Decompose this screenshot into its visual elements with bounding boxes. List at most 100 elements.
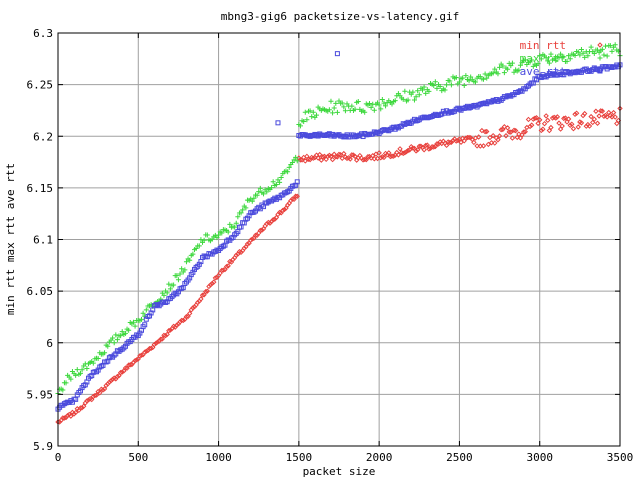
data-point [405,97,411,103]
data-point [419,87,425,93]
data-point [443,142,450,149]
data-point [347,156,353,162]
data-point [411,97,417,103]
legend-label: min rtt [520,39,566,52]
x-tick-label: 2000 [366,451,393,464]
data-point [301,119,307,125]
data-point [487,134,493,141]
data-point [333,100,339,106]
data-point [119,329,125,335]
data-point [285,169,291,175]
data-point [330,110,336,116]
data-point [413,94,419,100]
data-point [225,263,231,269]
data-point [77,405,84,411]
data-point [546,60,552,66]
data-point [328,98,334,104]
data-point [119,369,125,375]
legend-marker [597,42,603,48]
data-point [201,292,207,298]
data-point [148,345,154,352]
y-tick-label: 6.1 [33,234,53,247]
data-point [183,313,190,320]
data-point [143,348,150,354]
y-tick-label: 5.9 [33,440,53,453]
data-point [161,292,167,298]
data-point [573,110,580,116]
data-point [570,125,577,132]
data-point [275,177,281,183]
data-point [162,332,169,339]
data-point [179,266,185,272]
data-point [535,61,541,67]
data-point [254,192,260,198]
data-point [497,64,503,70]
data-point [423,142,429,149]
data-point [416,143,422,150]
data-point [61,415,68,421]
data-point [498,127,504,133]
data-point [588,113,594,120]
data-point [240,207,246,213]
data-point [164,290,170,296]
data-point [509,60,515,66]
data-point [585,53,591,59]
data-point [281,206,288,213]
data-point [297,123,303,129]
data-point [138,316,144,322]
data-point [400,96,406,102]
data-point [607,43,613,49]
data-point [527,123,533,130]
data-point [286,164,292,170]
data-point [143,307,149,313]
data-point [187,257,193,263]
data-point [540,126,546,132]
y-tick-label: 6.2 [33,130,53,143]
data-point [506,129,512,135]
data-point [333,154,339,160]
data-point [238,249,244,255]
data-point [406,147,413,153]
data-point [593,108,599,114]
data-point [561,54,567,60]
data-point [578,46,584,52]
data-point [553,115,559,121]
data-point [495,137,501,143]
data-point [174,273,180,279]
data-point [558,51,564,57]
data-point [596,113,602,119]
data-point [193,245,199,251]
data-point [132,357,138,364]
data-point [525,116,532,123]
data-point [504,125,511,131]
data-point [97,390,103,396]
data-point [379,96,385,102]
data-point [397,146,403,152]
data-point [392,98,398,104]
data-point [117,369,124,376]
data-point [132,323,138,329]
data-point [516,67,522,73]
data-point [60,387,66,393]
data-point [339,100,345,106]
data-point [402,88,408,94]
data-point [403,148,410,155]
data-point [371,107,377,113]
data-point [267,220,273,226]
data-point [151,341,158,348]
data-point [423,90,429,96]
x-tick-label: 1000 [205,451,232,464]
data-point [252,232,259,239]
data-point [512,127,519,134]
data-point [567,122,573,129]
data-point [442,87,448,93]
y-tick-label: 6 [46,337,53,350]
data-point [490,132,496,139]
data-point [196,243,202,249]
data-point [492,140,498,146]
data-point [206,283,212,290]
data-point [68,376,74,382]
data-point [289,196,296,202]
data-point [264,189,270,195]
data-point [292,193,299,199]
